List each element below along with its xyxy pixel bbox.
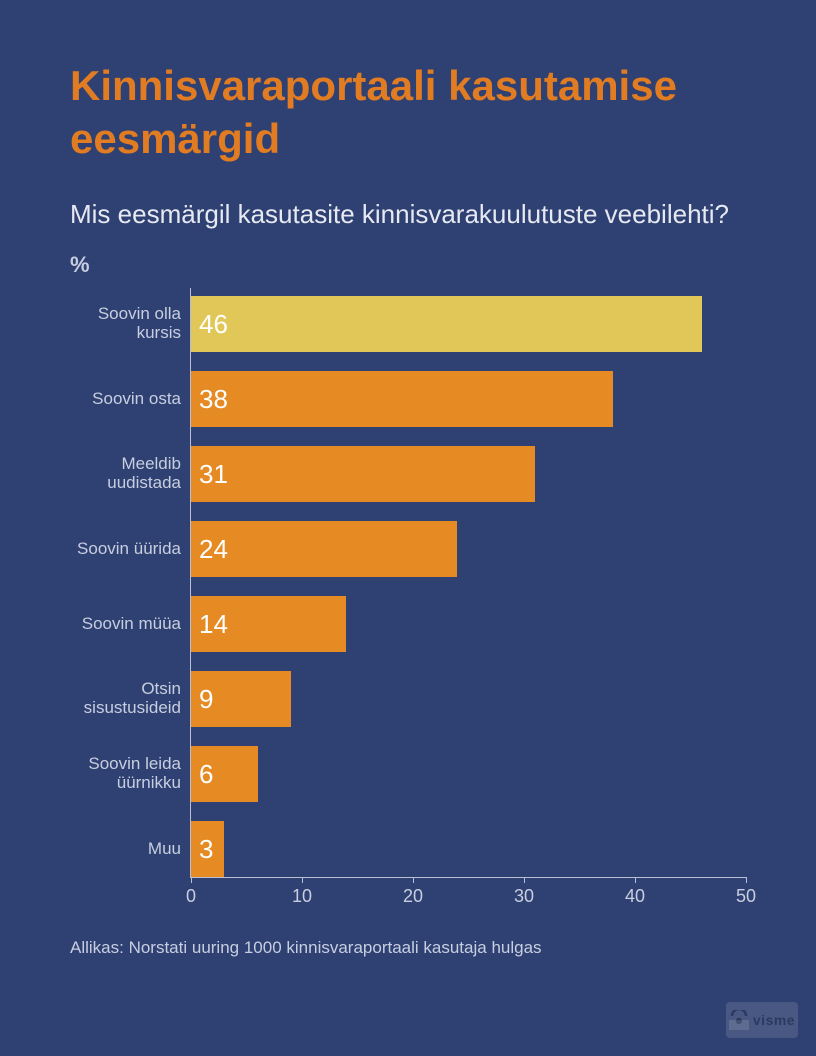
bar-row: Meeldib uudistada31 — [191, 446, 535, 502]
bar-value: 9 — [199, 684, 213, 715]
x-tick-label: 30 — [514, 886, 534, 907]
x-tick-label: 50 — [736, 886, 756, 907]
bar-label: Soovin üürida — [71, 540, 191, 559]
plot-area: 01020304050Soovin olla kursis46Soovin os… — [190, 288, 746, 878]
x-tick-label: 40 — [625, 886, 645, 907]
bar-value: 14 — [199, 609, 228, 640]
bar-label: Otsin sisustusideid — [71, 680, 191, 717]
bar-row: Otsin sisustusideid9 — [191, 671, 291, 727]
chart-container: Kinnisvaraportaali kasutamise eesmärgid … — [0, 0, 816, 998]
chart-title: Kinnisvaraportaali kasutamise eesmärgid — [70, 60, 746, 165]
bar-row: Soovin olla kursis46 — [191, 296, 702, 352]
x-tick — [191, 877, 192, 883]
bar-label: Soovin olla kursis — [71, 305, 191, 342]
source-text: Allikas: Norstati uuring 1000 kinnisvara… — [70, 938, 746, 958]
visme-icon — [729, 1010, 749, 1030]
bar: 9 — [191, 671, 291, 727]
x-tick — [413, 877, 414, 883]
bar: 24 — [191, 521, 457, 577]
bar-row: Soovin üürida24 — [191, 521, 457, 577]
x-tick — [635, 877, 636, 883]
bar-value: 3 — [199, 834, 213, 865]
bar-value: 38 — [199, 384, 228, 415]
bar-row: Soovin müüa14 — [191, 596, 346, 652]
y-axis-unit: % — [70, 252, 746, 278]
bar-label: Soovin leida üürnikku — [71, 755, 191, 792]
x-tick-label: 10 — [292, 886, 312, 907]
x-tick-label: 0 — [186, 886, 196, 907]
bar: 46 — [191, 296, 702, 352]
bar: 38 — [191, 371, 613, 427]
bar-value: 6 — [199, 759, 213, 790]
bar-label: Meeldib uudistada — [71, 455, 191, 492]
bar-chart: 01020304050Soovin olla kursis46Soovin os… — [70, 288, 746, 918]
bar: 3 — [191, 821, 224, 877]
bar-row: Muu3 — [191, 821, 224, 877]
bar-value: 31 — [199, 459, 228, 490]
bar-label: Soovin osta — [71, 390, 191, 409]
bar-row: Soovin leida üürnikku6 — [191, 746, 258, 802]
x-tick — [524, 877, 525, 883]
visme-logo: visme — [726, 1002, 798, 1038]
bar: 6 — [191, 746, 258, 802]
bar-value: 46 — [199, 309, 228, 340]
x-tick-label: 20 — [403, 886, 423, 907]
bar: 14 — [191, 596, 346, 652]
visme-logo-text: visme — [753, 1012, 795, 1028]
bar-label: Muu — [71, 840, 191, 859]
chart-subtitle: Mis eesmärgil kasutasite kinnisvarakuulu… — [70, 195, 746, 234]
bar-value: 24 — [199, 534, 228, 565]
x-tick — [302, 877, 303, 883]
x-tick — [746, 877, 747, 883]
bar-label: Soovin müüa — [71, 615, 191, 634]
bar: 31 — [191, 446, 535, 502]
bar-row: Soovin osta38 — [191, 371, 613, 427]
